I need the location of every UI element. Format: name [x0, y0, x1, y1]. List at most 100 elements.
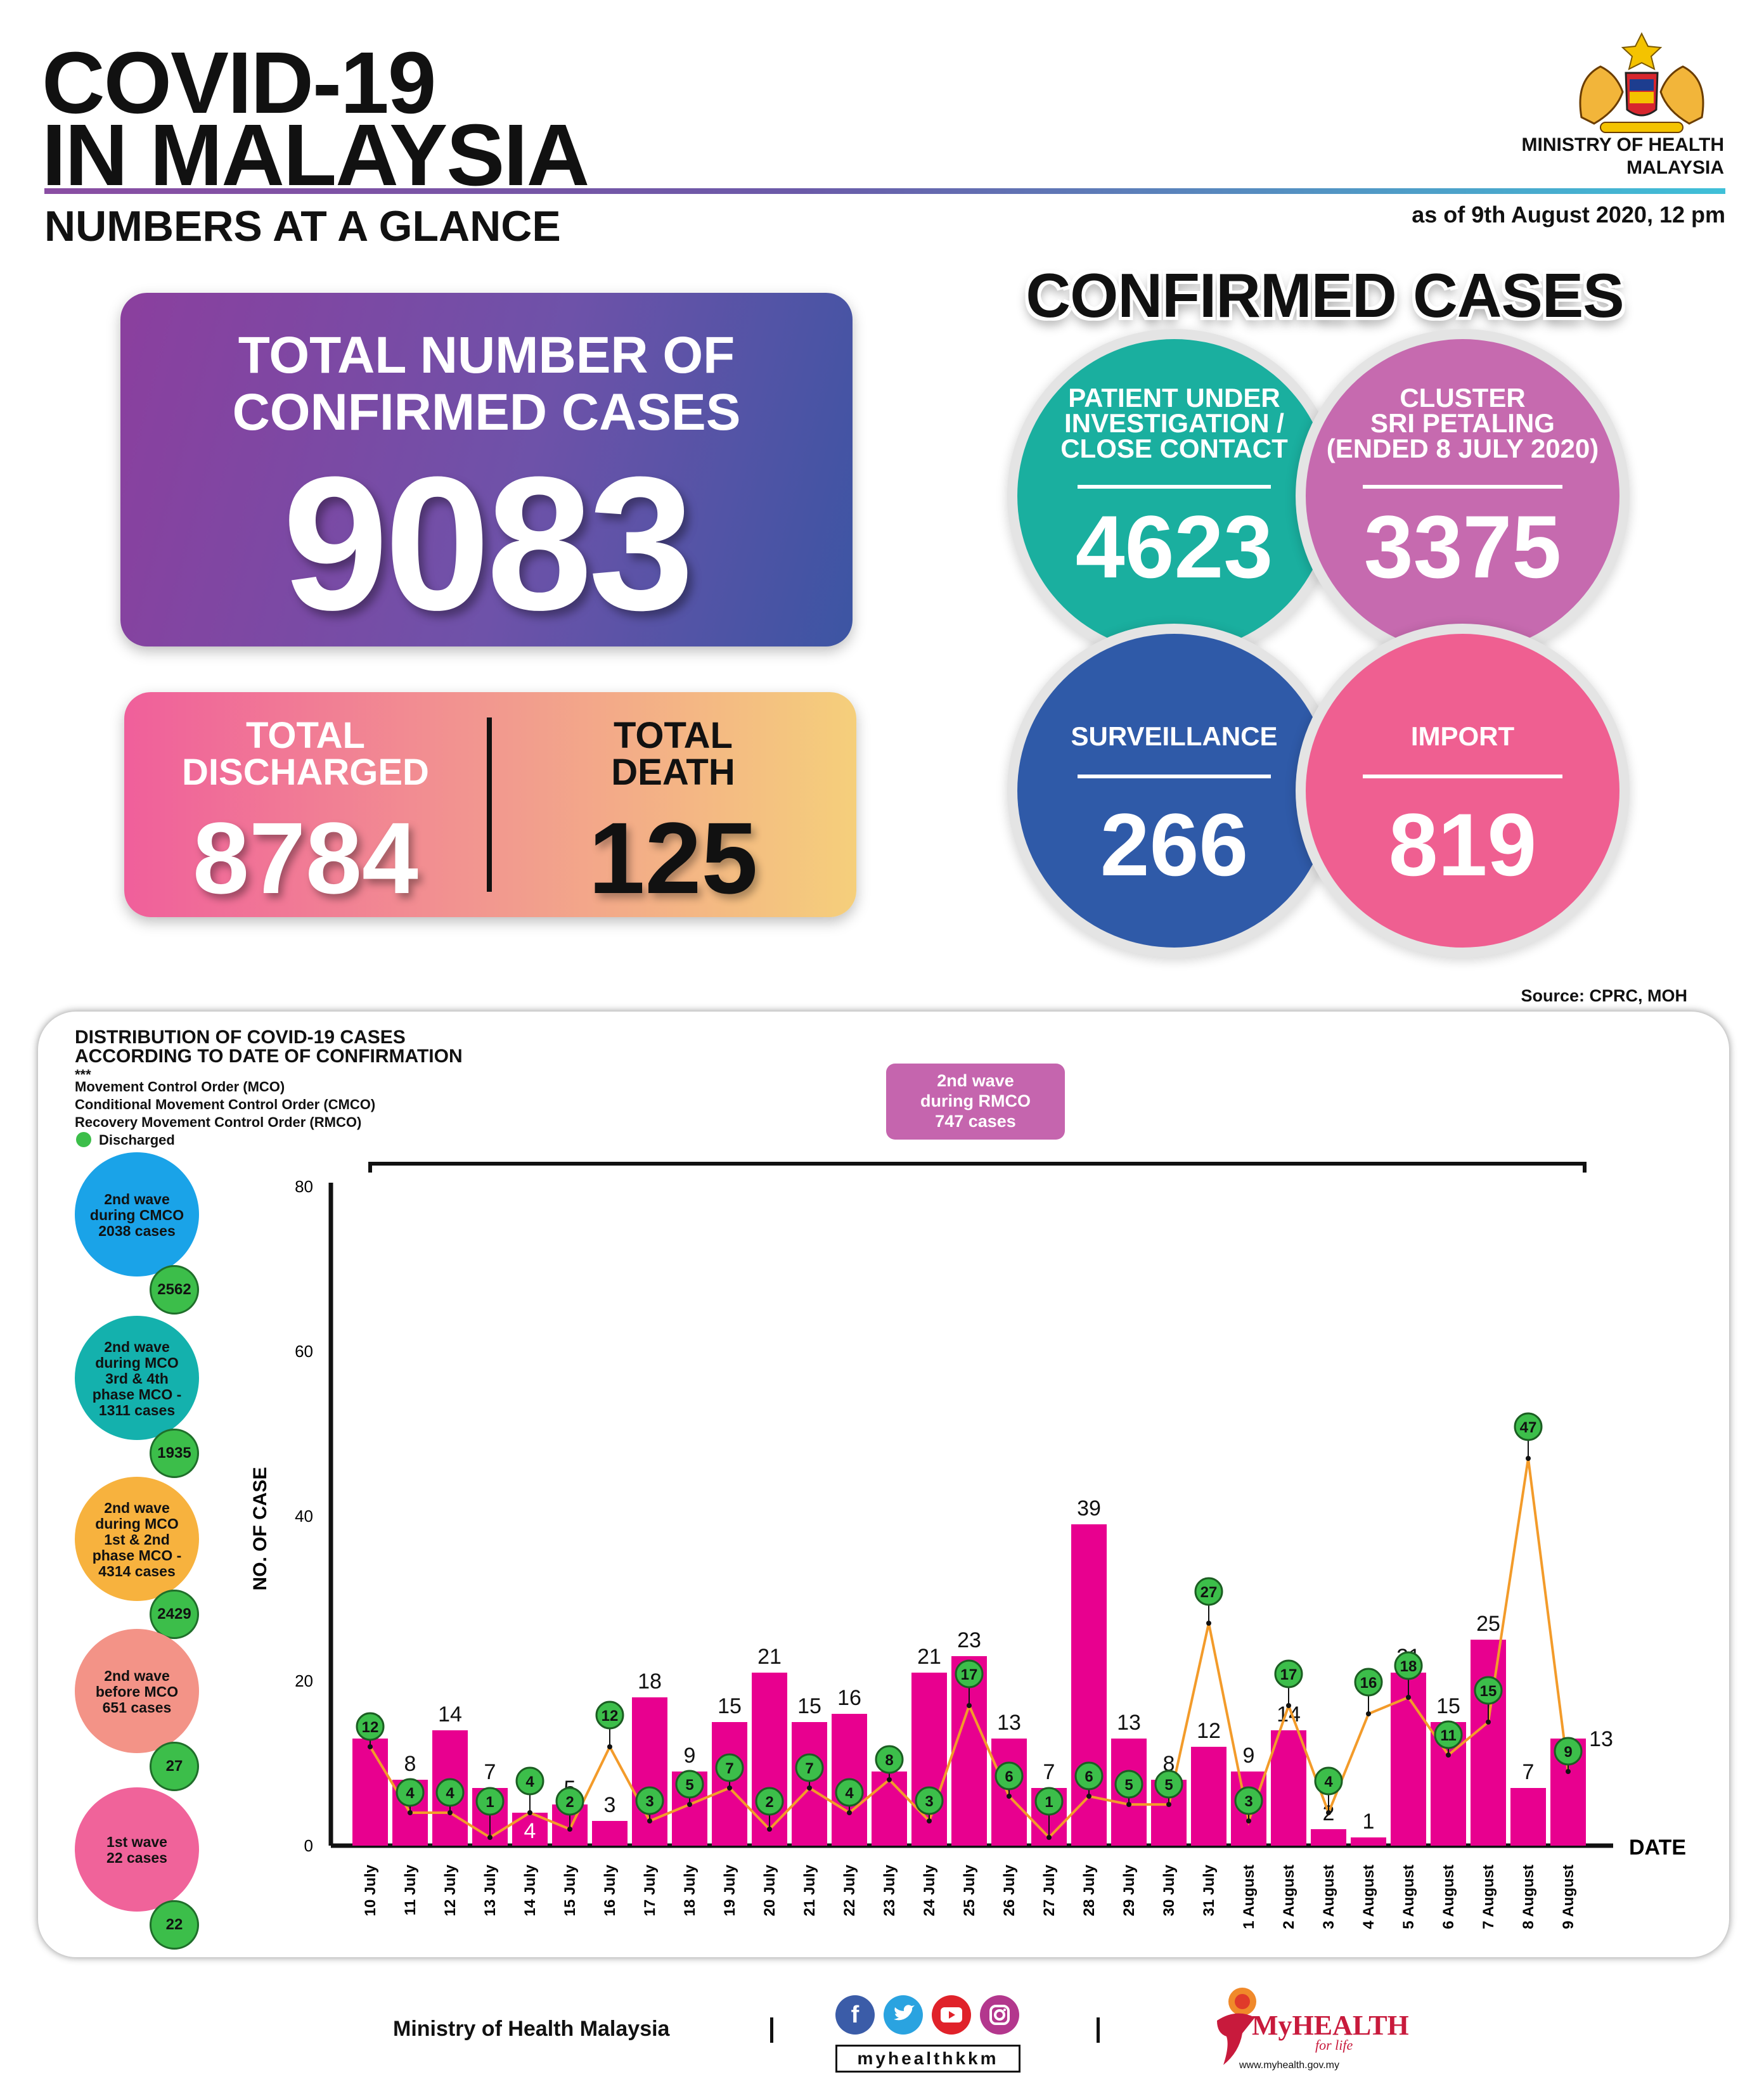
- pui-value: 4623: [1075, 497, 1273, 596]
- discharged-death-card: TOTAL DISCHARGED 8784 TOTAL DEATH 125: [124, 692, 856, 917]
- discharged-marker: [1514, 1412, 1543, 1441]
- discharged-value-label: 3: [925, 1793, 933, 1810]
- pui-rule: [1078, 485, 1271, 489]
- discharged-marker: [1034, 1787, 1064, 1816]
- pui-label-line1: PATIENT UNDER: [1068, 383, 1280, 413]
- discharged-marker: [1234, 1786, 1263, 1815]
- bar-value-label: 7: [1523, 1760, 1535, 1784]
- x-tick-label: 21 July: [801, 1864, 818, 1916]
- discharged-marker: [1474, 1676, 1503, 1705]
- malaysia-coat-of-arms-logo: [1579, 32, 1704, 133]
- discharged-value-label: 4: [406, 1785, 415, 1802]
- discharged-value-label: 6: [1085, 1768, 1093, 1785]
- bar-value-label: 21: [757, 1645, 782, 1669]
- cluster-value: 3375: [1363, 497, 1562, 596]
- panel-title-line1: DISTRIBUTION OF COVID-19 CASES: [75, 1027, 406, 1048]
- x-tick-label: 25 July: [961, 1864, 978, 1916]
- discharged-marker: [995, 1761, 1024, 1791]
- discharged-value-label: 1: [486, 1794, 494, 1811]
- cluster-rule: [1363, 485, 1562, 489]
- discharged-marker: [1434, 1720, 1463, 1749]
- bar-value-label: 18: [638, 1669, 662, 1694]
- wave-text-line: phase MCO -: [92, 1546, 182, 1564]
- social-handle[interactable]: myhealthkkm: [835, 2045, 1020, 2073]
- discharged-marker: [795, 1753, 824, 1782]
- discharged-value-label: 7: [805, 1760, 813, 1777]
- wave-text-line: before MCO: [95, 1683, 179, 1700]
- discharged-marker: [1114, 1770, 1143, 1799]
- discharged-value-label: 5: [685, 1777, 693, 1794]
- wave-circle: [75, 1152, 199, 1276]
- discharged-marker: [1194, 1577, 1223, 1606]
- discharged-label-line1: TOTAL: [246, 715, 365, 756]
- discharged-value-label: 16: [1360, 1675, 1377, 1692]
- wave-text-line: 651 cases: [102, 1699, 172, 1716]
- as-of-date: as of 9th August 2020, 12 pm: [1412, 202, 1725, 228]
- discharged-value-label: 2: [765, 1794, 773, 1811]
- death-label-line2: DEATH: [611, 752, 735, 793]
- instagram-icon[interactable]: [980, 1995, 1019, 2035]
- bar-value-label: 7: [1043, 1760, 1055, 1784]
- bar: [1510, 1788, 1546, 1846]
- import-value: 819: [1388, 795, 1537, 894]
- rmco-bracket: [368, 1162, 1587, 1173]
- myhealth-logo: [1217, 1988, 1256, 2065]
- panel-title-line2: ACCORDING TO DATE OF CONFIRMATION: [75, 1046, 463, 1067]
- wave-text-line: 2nd wave: [104, 1667, 170, 1684]
- x-tick-label: 7 August: [1480, 1865, 1497, 1929]
- wave-text-line: 22 cases: [106, 1849, 167, 1866]
- discharged-marker: [1274, 1659, 1303, 1688]
- bar: [1351, 1837, 1386, 1846]
- legend-discharged: Discharged: [99, 1132, 175, 1148]
- youtube-icon[interactable]: [932, 1995, 971, 2035]
- discharged-marker: [1394, 1651, 1423, 1680]
- footer-ministry: Ministry of Health Malaysia: [393, 2017, 670, 2041]
- discharged-marker: [755, 1787, 784, 1816]
- twitter-icon[interactable]: [884, 1995, 923, 2035]
- discharged-marker: [515, 1766, 544, 1796]
- discharged-value-label: 12: [362, 1719, 379, 1736]
- bar-value-label: 13: [1589, 1727, 1613, 1751]
- discharged-marker: [1154, 1770, 1183, 1799]
- x-tick-label: 28 July: [1081, 1864, 1098, 1916]
- bar-value-label: 9: [1243, 1744, 1255, 1768]
- discharged-value-label: 17: [1280, 1666, 1297, 1683]
- footer-separator: [770, 2017, 773, 2043]
- discharged-value-label: 6: [1005, 1768, 1013, 1785]
- bar-value-label: 8: [404, 1752, 416, 1776]
- death-label-line1: TOTAL: [614, 715, 733, 756]
- bar-value-label: 1: [1363, 1810, 1375, 1834]
- x-tick-label: 24 July: [921, 1864, 938, 1916]
- x-tick-label: 30 July: [1161, 1864, 1178, 1916]
- x-tick-label: 22 July: [841, 1864, 858, 1916]
- discharged-marker: [356, 1712, 385, 1741]
- x-tick-label: 1 August: [1240, 1865, 1258, 1929]
- card-divider: [487, 717, 492, 892]
- import-rule: [1363, 775, 1562, 778]
- pui-circle: [1017, 339, 1331, 653]
- discharged-marker: [1314, 1766, 1343, 1796]
- x-tick-label: 2 August: [1280, 1865, 1297, 1929]
- discharged-marker: [1354, 1668, 1383, 1697]
- discharged-marker: [635, 1786, 664, 1815]
- myhealth-my: My: [1252, 2010, 1292, 2041]
- discharged-marker: [675, 1770, 704, 1799]
- bar-value-label: 25: [1476, 1612, 1500, 1636]
- discharged-marker: [1074, 1761, 1104, 1791]
- facebook-icon[interactable]: f: [835, 1995, 875, 2035]
- discharged-value-label: 18: [1400, 1658, 1417, 1675]
- bar: [872, 1772, 907, 1846]
- x-tick-label: 15 July: [562, 1864, 579, 1916]
- discharged-marker: [435, 1778, 465, 1807]
- x-tick-label: 23 July: [881, 1864, 898, 1916]
- y-tick-label: 0: [304, 1836, 313, 1855]
- rmco-box-line1: 2nd wave: [937, 1071, 1014, 1090]
- x-axis-title: DATE: [1629, 1836, 1686, 1860]
- discharged-marker: [875, 1745, 904, 1774]
- footer-separator-2: [1097, 2017, 1100, 2043]
- bar-value-label: 3: [604, 1793, 616, 1817]
- bar-value-label: 23: [957, 1628, 981, 1652]
- wave-circle: [75, 1316, 199, 1440]
- discharged-value-label: 2: [565, 1794, 574, 1811]
- discharged-value-label: 4: [845, 1785, 854, 1802]
